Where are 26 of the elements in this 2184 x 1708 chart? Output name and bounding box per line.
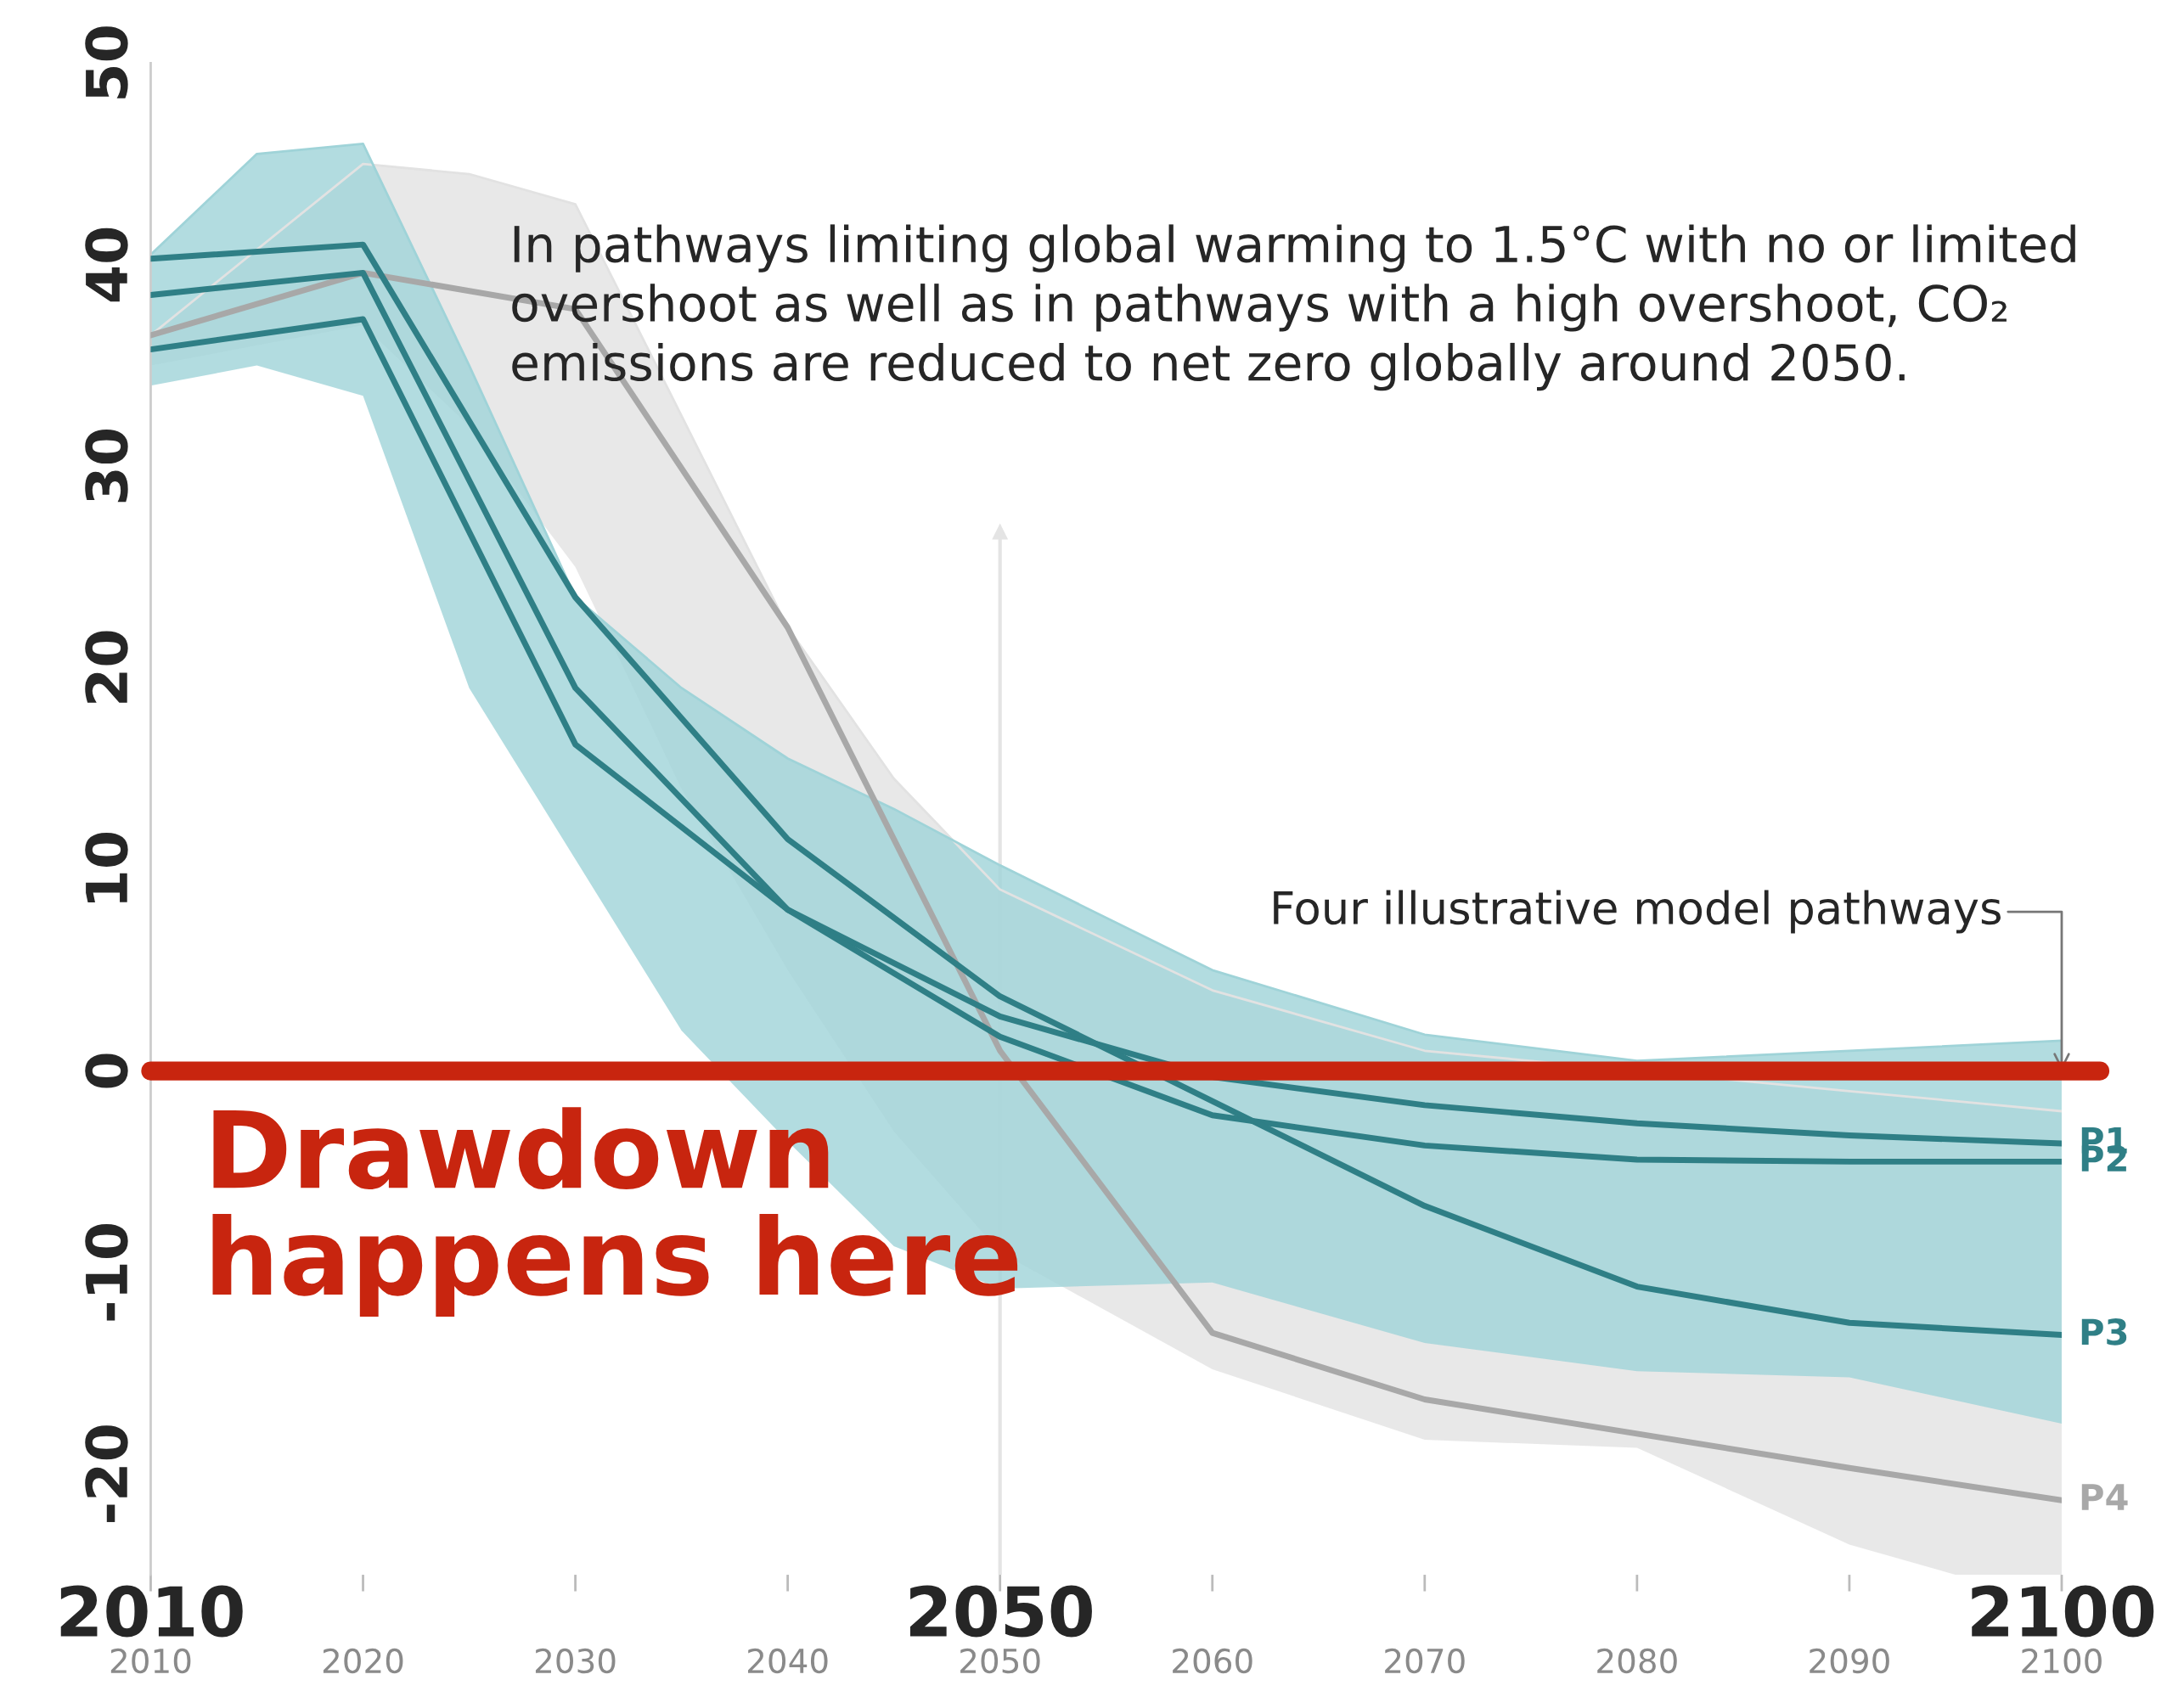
series-label: P4	[2081, 1484, 2128, 1510]
x2-tick-label: 2050	[909, 1585, 1092, 1638]
x-tick-label: 2020	[323, 1648, 403, 1674]
x-tick-label: 2010	[110, 1648, 191, 1674]
x2-tick-label: 2010	[60, 1585, 243, 1638]
x-tick-label: 2040	[748, 1648, 828, 1674]
y-tick-label: 10	[85, 832, 128, 902]
series-label: P3	[2081, 1318, 2127, 1346]
x-tick-label: 2070	[1385, 1648, 1465, 1674]
annotation: Four illustrative model pathways	[1274, 890, 2001, 934]
x-tick-label: 2030	[535, 1648, 616, 1674]
x-tick-label: 2080	[1597, 1648, 1677, 1674]
y-tick-label: 20	[85, 631, 128, 703]
x-tick-label: 2060	[1173, 1648, 1252, 1674]
ref-line-label: Drawdown happens here	[212, 1107, 1018, 1317]
x-tick-label: 2050	[960, 1648, 1040, 1674]
y-tick-label: -10	[85, 1223, 128, 1321]
x2-tick-label: 2100	[1972, 1585, 2154, 1638]
y-tick-label: 30	[85, 430, 128, 503]
annotation: In pathways limiting global warming to 1.5°C with no or limited overshoot as well as in pathways with a high overshoot, CO₂ emissions are reduced to net zero globally around 2050.	[512, 224, 2075, 391]
x-tick-label: 2090	[1810, 1648, 1889, 1674]
y-tick-label: 50	[85, 26, 128, 98]
y-tick-label: 0	[85, 1053, 128, 1088]
y-tick-label: -20	[85, 1425, 128, 1522]
y-tick-label: 40	[85, 228, 128, 302]
x-tick-label: 2100	[2022, 1648, 2102, 1674]
